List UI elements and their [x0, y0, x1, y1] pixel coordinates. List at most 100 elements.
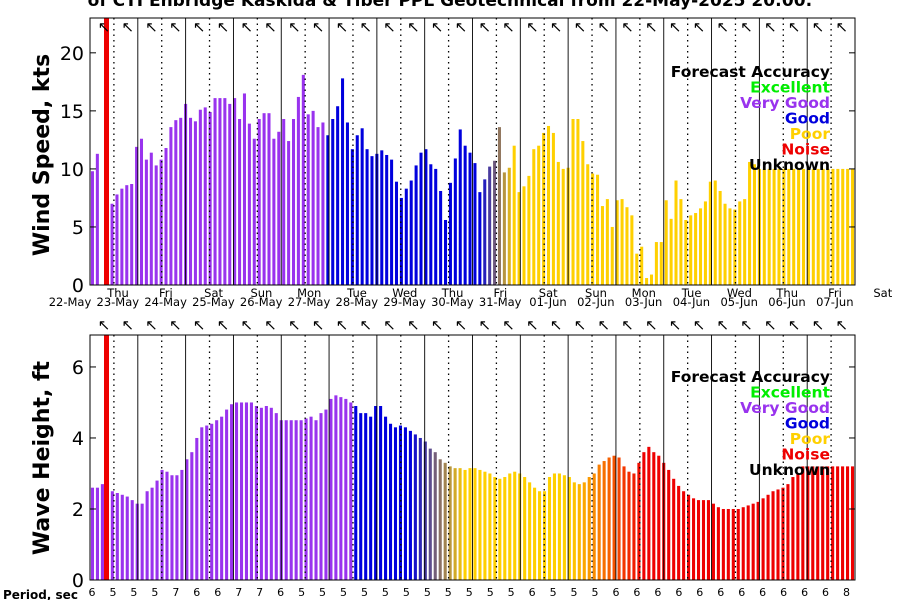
- direction-arrow: ↖: [717, 18, 730, 36]
- day-date: 24-May: [144, 295, 187, 309]
- period-value: 5: [550, 586, 557, 599]
- bar: [120, 188, 124, 285]
- bar: [160, 469, 164, 580]
- bar: [502, 172, 506, 285]
- period-value: 6: [696, 586, 703, 599]
- bar: [713, 180, 717, 285]
- bar: [349, 402, 353, 580]
- bar: [144, 159, 148, 285]
- bar: [110, 491, 114, 580]
- period-value: 5: [298, 586, 305, 599]
- bar: [418, 437, 422, 580]
- bar: [257, 119, 261, 285]
- bar: [602, 461, 606, 580]
- bar: [538, 491, 542, 580]
- period-value: 5: [109, 586, 116, 599]
- bar: [546, 125, 551, 286]
- bar: [684, 219, 688, 285]
- day-of-week: Tue: [346, 286, 367, 300]
- bar: [801, 168, 806, 285]
- legend-entry-poor: Poor: [790, 430, 831, 448]
- bar: [135, 503, 139, 580]
- bar: [497, 127, 501, 286]
- bar: [384, 416, 388, 580]
- bar: [419, 152, 423, 285]
- bar: [274, 413, 278, 580]
- bar: [542, 132, 546, 285]
- bar: [380, 150, 384, 285]
- direction-arrow: ↖: [669, 18, 682, 36]
- y-tick-label: 0: [72, 275, 84, 297]
- bar: [90, 487, 95, 580]
- bar: [552, 473, 556, 580]
- bar: [473, 163, 477, 285]
- bar: [532, 149, 536, 285]
- bar: [130, 184, 134, 285]
- period-value: 6: [738, 586, 745, 599]
- bar: [433, 452, 437, 580]
- bar: [154, 165, 158, 285]
- bar: [682, 491, 686, 580]
- current-time-marker: [104, 18, 109, 285]
- bar: [696, 500, 701, 580]
- bar: [816, 168, 820, 285]
- bar: [239, 402, 244, 580]
- bar: [164, 148, 168, 285]
- bar: [797, 168, 801, 285]
- legend-entry-good: Good: [785, 415, 830, 433]
- bar: [233, 98, 237, 285]
- direction-arrow: ↖: [669, 316, 682, 334]
- bar: [247, 123, 251, 285]
- bar: [311, 110, 315, 286]
- direction-arrow: ↖: [645, 316, 658, 334]
- bar: [562, 475, 566, 580]
- bar: [772, 168, 776, 285]
- direction-arrow: ↖: [764, 18, 777, 36]
- bar: [170, 475, 174, 580]
- day-of-week: Fri: [828, 286, 842, 300]
- period-value: 5: [340, 586, 347, 599]
- period-value: 6: [193, 586, 200, 599]
- bar: [836, 466, 840, 580]
- bar: [756, 501, 760, 580]
- bar: [287, 141, 291, 285]
- bar: [95, 153, 99, 285]
- bar: [746, 505, 750, 580]
- day-of-week: Thu: [775, 286, 798, 300]
- bar: [309, 416, 313, 580]
- bar: [150, 487, 154, 580]
- bar: [190, 452, 194, 580]
- bar: [498, 478, 502, 580]
- bar: [846, 168, 850, 285]
- bar: [294, 420, 298, 580]
- bar: [816, 466, 820, 580]
- bar: [657, 455, 661, 580]
- bar: [364, 413, 368, 580]
- current-time-marker: [104, 335, 109, 580]
- bar: [718, 190, 722, 285]
- y-tick-label: 4: [72, 428, 84, 450]
- day-date: 31-May: [479, 295, 522, 309]
- bar: [203, 107, 207, 285]
- bar: [752, 164, 756, 285]
- day-date: 22-May: [49, 295, 92, 309]
- bar: [336, 106, 340, 285]
- bar: [488, 166, 492, 285]
- bar: [369, 416, 373, 580]
- bar: [507, 167, 511, 285]
- day-of-week: Sat: [204, 286, 223, 300]
- bar: [324, 409, 328, 580]
- day-date: 05-Jun: [720, 295, 757, 309]
- period-value: 6: [675, 586, 682, 599]
- bar: [218, 98, 222, 285]
- period-value: 6: [759, 586, 766, 599]
- direction-arrow: ↖: [431, 316, 444, 334]
- bar: [561, 168, 565, 285]
- bar: [831, 466, 835, 580]
- direction-arrow: ↖: [264, 316, 277, 334]
- legend-entry-unknown: Unknown: [749, 156, 830, 174]
- legend-title: Forecast Accuracy: [671, 63, 830, 81]
- bar: [811, 168, 815, 285]
